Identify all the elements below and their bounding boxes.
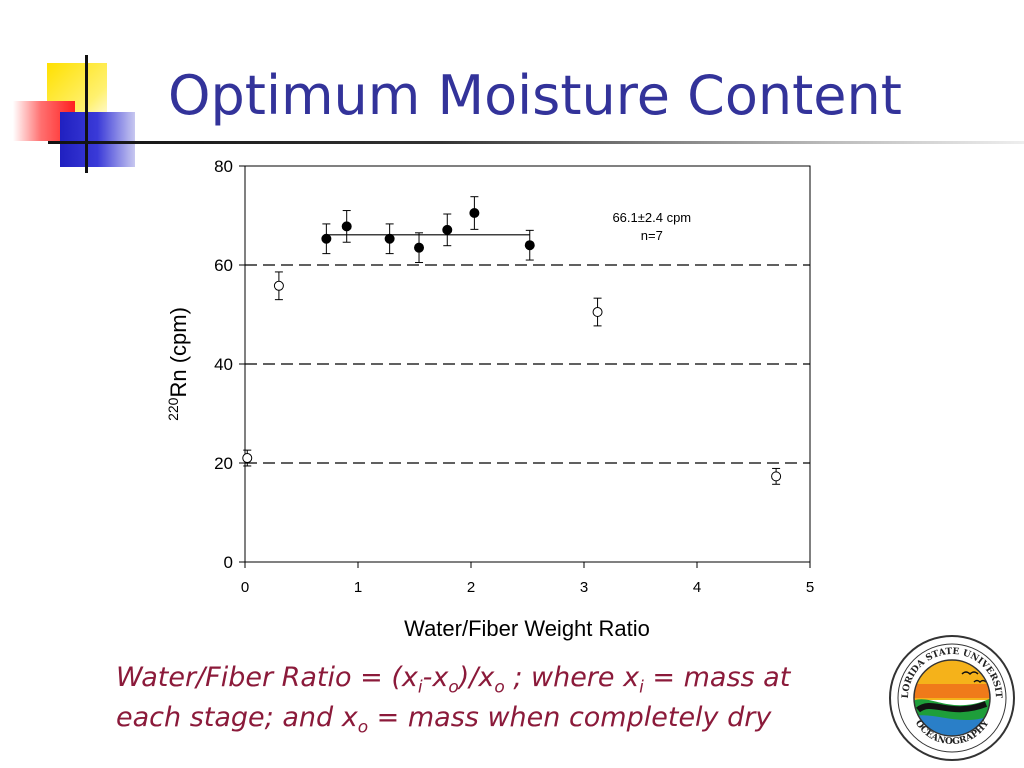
- x-tick-label-2: 2: [467, 579, 475, 596]
- x-axis-label: Water/Fiber Weight Ratio: [404, 616, 650, 641]
- data-point-open: [242, 453, 253, 464]
- scatter-chart: 0 20 40 60 80 0 1 2 3 4 5 66.1±2.4 cpm n=7 Water/F…: [165, 157, 814, 641]
- caption-subscript: i: [417, 677, 423, 698]
- gridlines: [245, 264, 810, 464]
- data-point-filled: [321, 233, 332, 244]
- axis-ticks: 0 20 40 60 80 0 1 2 3 4 5: [214, 157, 814, 596]
- y-tick-label-0: 0: [224, 553, 233, 572]
- caption-text: )/x: [458, 662, 495, 693]
- data-point-filled: [442, 224, 453, 235]
- y-tick-label-40: 40: [214, 355, 233, 374]
- caption-subscript: i: [639, 677, 644, 698]
- y-tick-label-20: 20: [214, 454, 233, 473]
- y-tick-label-80: 80: [214, 157, 233, 176]
- data-point-filled: [414, 242, 425, 253]
- caption-subscript: o: [448, 677, 459, 698]
- data-points: [242, 196, 782, 485]
- data-point-filled: [469, 208, 480, 219]
- caption-subscript: o: [494, 677, 505, 698]
- annotation-line2: n=7: [641, 228, 663, 243]
- caption: Water/Fiber Ratio = (xi-xo)/xo ; where x…: [116, 658, 896, 738]
- caption-text: Water/Fiber Ratio = (x: [116, 662, 418, 693]
- y-axis-label-superscript: 220: [165, 397, 181, 421]
- y-tick-label-60: 60: [214, 256, 233, 275]
- x-tick-label-5: 5: [806, 579, 814, 596]
- data-point-filled: [524, 240, 535, 251]
- caption-text: -x: [422, 662, 449, 693]
- data-point-open: [273, 280, 284, 291]
- caption-subscript: o: [357, 717, 369, 738]
- x-tick-label-3: 3: [580, 579, 588, 596]
- decor-blue-square: [60, 112, 135, 167]
- caption-text: = mass when completely dry: [368, 702, 772, 733]
- x-tick-label-0: 0: [241, 579, 249, 596]
- slide-title: Optimum Moisture Content: [168, 64, 902, 127]
- data-point-filled: [384, 233, 395, 244]
- plot-area: [244, 165, 811, 563]
- caption-text: each stage; and x: [116, 702, 358, 733]
- decor-vertical-line: [85, 55, 88, 173]
- caption-line-2: each stage; and xo = mass when completel…: [116, 698, 896, 738]
- data-point-open: [771, 471, 782, 482]
- data-point-open: [592, 307, 603, 318]
- caption-line-1: Water/Fiber Ratio = (xi-xo)/xo ; where x…: [116, 658, 896, 698]
- y-axis-label-main: Rn (cpm): [166, 307, 191, 397]
- x-tick-label-4: 4: [693, 579, 701, 596]
- caption-text: ; where x: [504, 662, 640, 693]
- university-logo: FLORIDA STATE UNIVERSITY OCEANOGRAPHY: [888, 634, 1015, 761]
- decor-horizontal-line: [48, 141, 1024, 144]
- annotation-line1: 66.1±2.4 cpm: [612, 210, 691, 225]
- x-tick-label-1: 1: [354, 579, 362, 596]
- y-axis-label: 220Rn (cpm): [165, 307, 191, 421]
- caption-text: = mass at: [643, 662, 791, 693]
- data-point-filled: [341, 221, 352, 232]
